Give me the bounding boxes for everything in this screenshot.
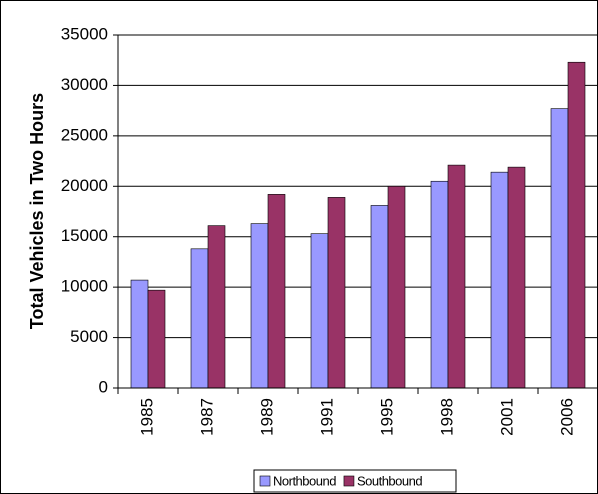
y-axis-title: Total Vehicles in Two Hours	[27, 93, 47, 329]
bar	[550, 108, 569, 389]
x-tick-label: 1998	[437, 398, 456, 436]
y-tick-label: 25000	[61, 125, 108, 144]
bar	[190, 248, 209, 389]
x-tick-label: 2006	[557, 398, 576, 436]
y-tick-label: 10000	[61, 277, 108, 296]
bar	[567, 61, 586, 389]
legend-box	[253, 469, 457, 493]
x-tick-label: 1985	[137, 398, 156, 436]
bar	[130, 279, 149, 389]
x-tick-label: 1991	[317, 398, 336, 436]
y-tick-label: 15000	[61, 226, 108, 245]
bar	[327, 197, 346, 389]
bar	[490, 171, 509, 389]
legend-label: Southbound	[357, 473, 422, 488]
bar	[207, 225, 226, 389]
bar	[447, 164, 466, 389]
bar	[507, 166, 526, 389]
bar	[387, 185, 406, 389]
y-tick-label: 30000	[61, 75, 108, 94]
legend-swatch	[343, 475, 355, 487]
bar	[267, 194, 286, 389]
y-tick-label: 0	[99, 377, 108, 396]
bar	[310, 233, 329, 389]
x-tick-label: 2001	[497, 398, 516, 436]
bar	[147, 289, 166, 389]
bar	[370, 205, 389, 389]
x-tick-label: 1995	[377, 398, 396, 436]
legend-swatch	[259, 475, 271, 487]
bar	[430, 180, 449, 389]
x-tick-label: 1987	[197, 398, 216, 436]
legend-label: Northbound	[273, 473, 336, 488]
y-tick-label: 35000	[61, 24, 108, 43]
y-tick-label: 5000	[70, 327, 108, 346]
bar	[250, 223, 269, 389]
x-tick-label: 1989	[257, 398, 276, 436]
y-tick-label: 20000	[61, 176, 108, 195]
